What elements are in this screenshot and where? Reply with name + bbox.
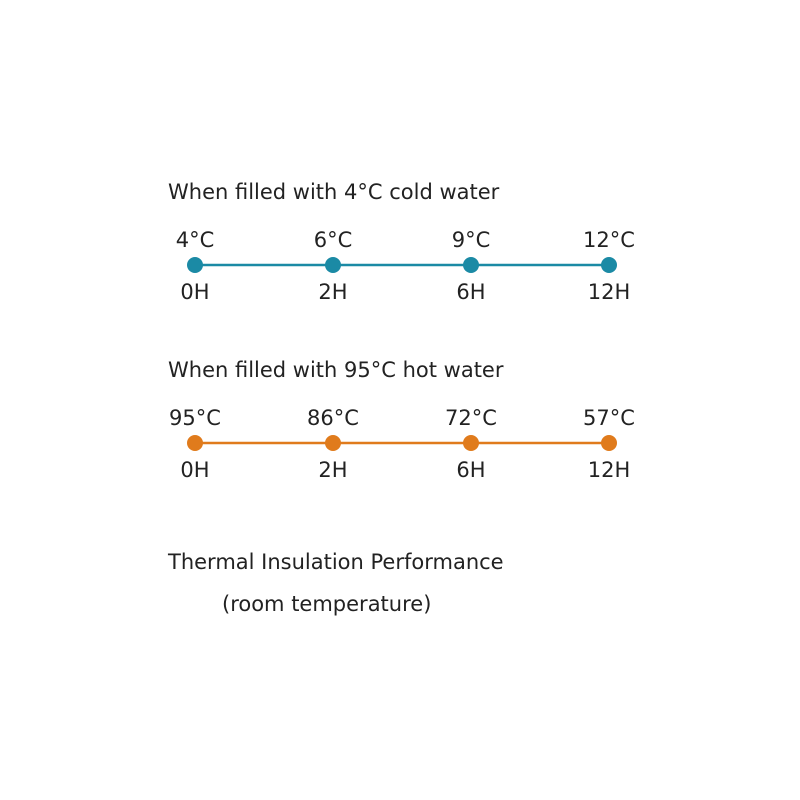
temperature-label: 86°C (307, 406, 359, 430)
timeline-dot (325, 435, 341, 451)
section-title: When filled with 95°C hot water (168, 358, 504, 382)
time-label: 12H (588, 280, 631, 304)
timeline-dot (601, 435, 617, 451)
time-label: 2H (318, 280, 347, 304)
time-label: 0H (180, 280, 209, 304)
timeline-dot (187, 257, 203, 273)
temperature-label: 9°C (452, 228, 491, 252)
time-label: 12H (588, 458, 631, 482)
footer-title: Thermal Insulation Performance (167, 550, 504, 574)
timeline-dot (463, 435, 479, 451)
timeline-dot (601, 257, 617, 273)
temperature-label: 12°C (583, 228, 635, 252)
time-label: 0H (180, 458, 209, 482)
temperature-label: 57°C (583, 406, 635, 430)
timeline-dot (325, 257, 341, 273)
time-label: 6H (456, 280, 485, 304)
timeline-dot (187, 435, 203, 451)
temperature-label: 6°C (314, 228, 353, 252)
section-title: When filled with 4°C cold water (168, 180, 500, 204)
timeline-dot (463, 257, 479, 273)
temperature-label: 95°C (169, 406, 221, 430)
time-label: 2H (318, 458, 347, 482)
temperature-label: 72°C (445, 406, 497, 430)
time-label: 6H (456, 458, 485, 482)
temperature-label: 4°C (176, 228, 215, 252)
footer-subtitle: (room temperature) (222, 592, 431, 616)
